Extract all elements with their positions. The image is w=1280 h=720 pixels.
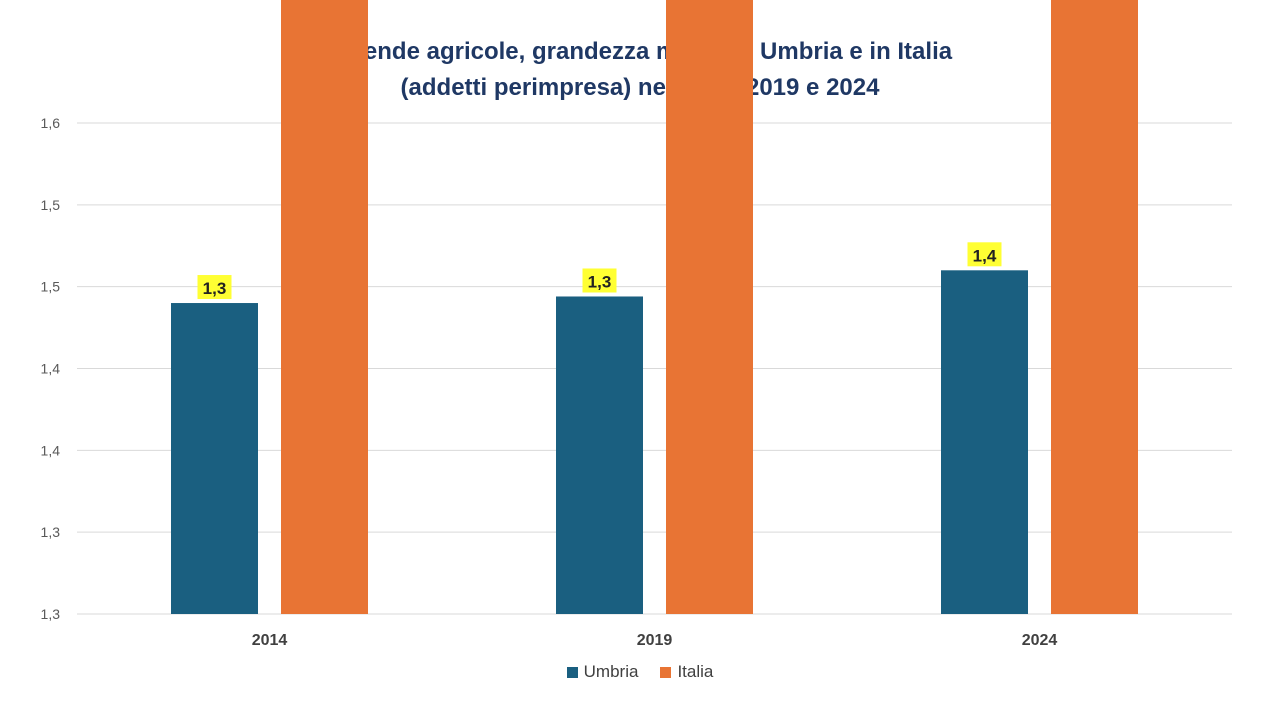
- y-tick-label: 1,5: [41, 197, 61, 213]
- y-tick-label: 1,3: [41, 524, 61, 540]
- y-axis-ticks: 1,3 1,3 1,4 1,4 1,5 1,5 1,6: [41, 115, 61, 622]
- bar-umbria: [171, 303, 258, 614]
- gridlines: [77, 122, 1232, 615]
- x-tick-label: 2024: [1022, 632, 1058, 649]
- data-label-bg: [582, 268, 617, 293]
- legend: Umbria Italia: [0, 662, 1280, 682]
- legend-swatch-umbria: [566, 666, 578, 678]
- y-tick-label: 1,5: [41, 279, 61, 295]
- legend-label-umbria: Umbria: [583, 662, 639, 681]
- chart-title-line1: Aziende agricole, grandezza media in Umb…: [327, 38, 953, 65]
- legend-item-umbria: Umbria: [566, 662, 639, 682]
- legend-label-italia: Italia: [677, 662, 714, 681]
- y-tick-label: 1,4: [41, 442, 61, 458]
- data-label-bg: [197, 275, 232, 300]
- x-axis-ticks: 2014 2019 2024: [252, 632, 1058, 649]
- bar-umbria: [941, 270, 1028, 614]
- data-label-umbria: 1,3: [197, 275, 232, 300]
- chart-title: Aziende agricole, grandezza media in Umb…: [0, 34, 1280, 106]
- data-label-umbria: 1,4: [967, 242, 1002, 267]
- x-tick-label: 2014: [252, 632, 288, 649]
- bar-umbria: [556, 296, 643, 614]
- y-tick-label: 1,3: [41, 606, 61, 622]
- bar-italia: [666, 0, 753, 614]
- bar-italia: [1051, 0, 1138, 614]
- bars: [171, 0, 1138, 615]
- bar-italia: [281, 0, 368, 615]
- legend-item-italia: Italia: [660, 662, 713, 682]
- data-labels: 1,31,41,31,51,41,5: [197, 242, 1002, 300]
- data-label-bg: [967, 242, 1002, 267]
- data-label-text: 1,3: [203, 279, 227, 298]
- chart-title-line2: (addetti perimpresa) nel 2014, 2019 e 20…: [400, 74, 880, 101]
- y-tick-label: 1,6: [41, 115, 61, 131]
- data-label-text: 1,3: [588, 272, 612, 291]
- data-label-text: 1,4: [973, 246, 997, 265]
- data-label-umbria: 1,3: [582, 268, 617, 293]
- legend-swatch-italia: [660, 666, 672, 678]
- x-tick-label: 2019: [637, 632, 673, 649]
- y-tick-label: 1,4: [41, 361, 61, 377]
